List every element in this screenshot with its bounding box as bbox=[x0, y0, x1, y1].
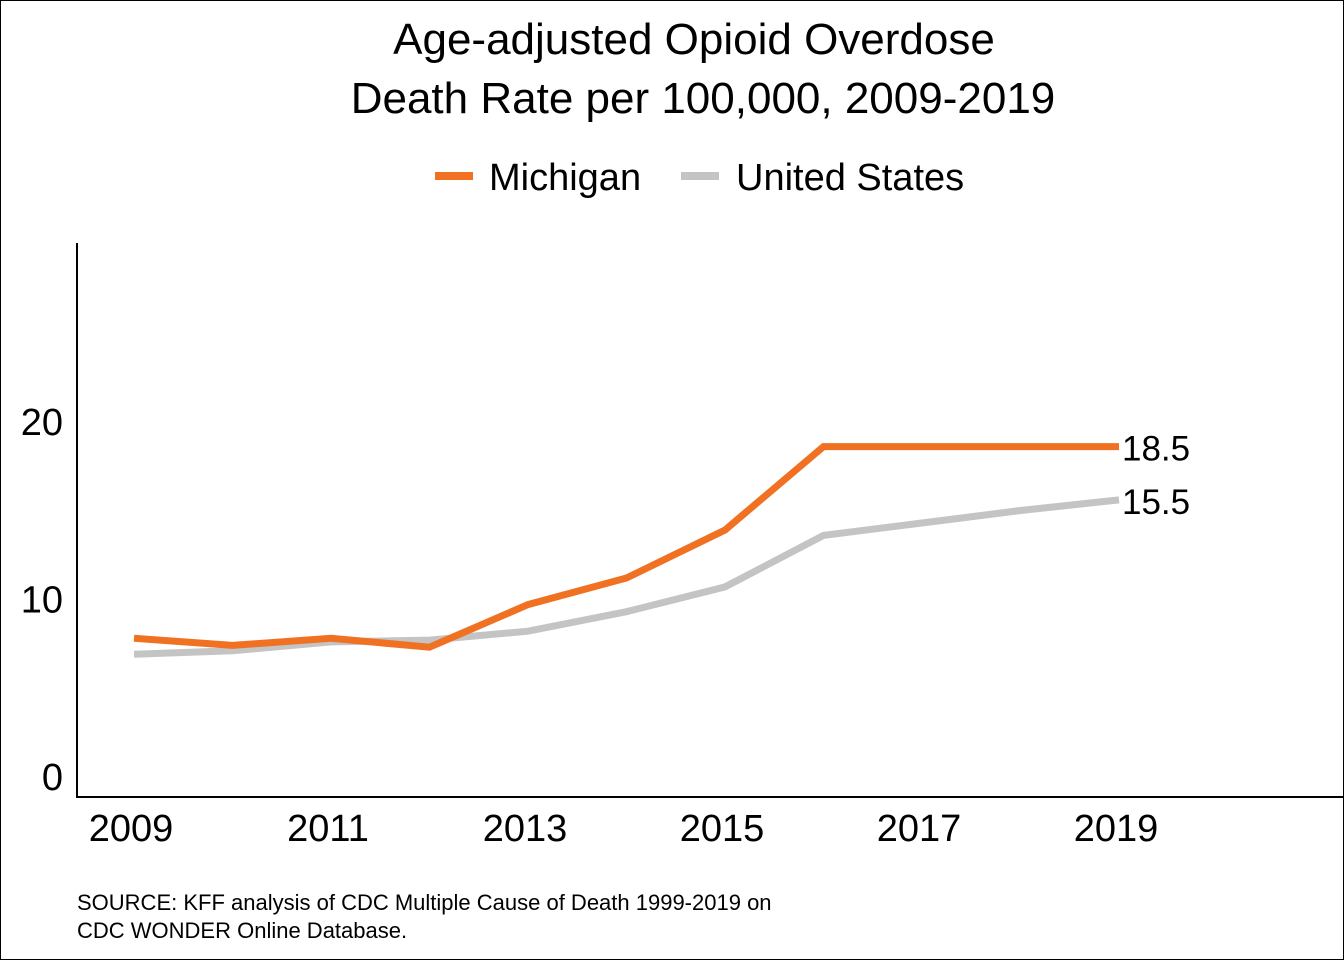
y-tick-label: 0 bbox=[42, 757, 63, 799]
end-labels: 18.5 15.5 bbox=[1122, 430, 1190, 522]
x-tick-label: 2017 bbox=[877, 808, 962, 850]
chart-title: Age-adjusted Opioid Overdose Death Rate … bbox=[351, 15, 1056, 123]
legend-label-michigan: Michigan bbox=[489, 157, 641, 199]
end-label-michigan: 18.5 bbox=[1122, 430, 1190, 469]
chart-title-line-1: Age-adjusted Opioid Overdose bbox=[393, 15, 995, 64]
source-line-2: CDC WONDER Online Database. bbox=[77, 918, 408, 943]
source-line-1: SOURCE: KFF analysis of CDC Multiple Cau… bbox=[77, 890, 772, 915]
source-note: SOURCE: KFF analysis of CDC Multiple Cau… bbox=[77, 889, 772, 945]
legend-label-united-states: United States bbox=[736, 157, 964, 199]
axes bbox=[76, 243, 1343, 798]
y-tick-labels: 0 10 20 bbox=[21, 402, 63, 799]
x-tick-label: 2019 bbox=[1074, 808, 1159, 850]
y-tick-label: 20 bbox=[21, 402, 63, 444]
x-tick-label: 2015 bbox=[680, 808, 765, 850]
series-line-michigan bbox=[133, 443, 1119, 651]
y-tick-label: 10 bbox=[21, 580, 63, 622]
line-chart: Age-adjusted Opioid Overdose Death Rate … bbox=[21, 15, 1343, 850]
legend: Michigan United States bbox=[435, 157, 964, 199]
series-lines bbox=[133, 443, 1120, 658]
x-tick-labels: 2009 2011 2013 2015 2017 2019 bbox=[89, 808, 1159, 850]
x-tick-label: 2009 bbox=[89, 808, 174, 850]
x-tick-label: 2011 bbox=[287, 808, 369, 850]
x-tick-label: 2013 bbox=[483, 808, 568, 850]
chart-title-line-2: Death Rate per 100,000, 2009-2019 bbox=[351, 74, 1056, 123]
end-label-united-states: 15.5 bbox=[1122, 483, 1190, 522]
